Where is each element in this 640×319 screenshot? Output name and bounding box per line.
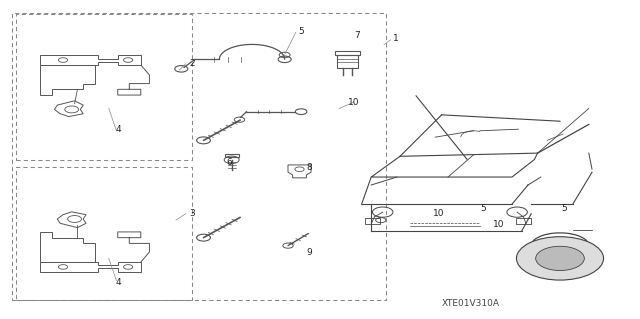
Text: 4: 4 xyxy=(116,125,121,134)
Text: XTE01V310A: XTE01V310A xyxy=(442,299,500,308)
Text: 10: 10 xyxy=(433,209,444,218)
Text: 2: 2 xyxy=(189,59,195,68)
Text: 8: 8 xyxy=(307,163,312,172)
Text: 7: 7 xyxy=(355,31,360,40)
Text: 1: 1 xyxy=(393,34,398,43)
Text: 10: 10 xyxy=(493,220,505,229)
Text: 5: 5 xyxy=(562,204,567,213)
Text: 10: 10 xyxy=(348,98,360,107)
Text: 4: 4 xyxy=(116,278,121,287)
Text: 9: 9 xyxy=(307,248,312,256)
Circle shape xyxy=(536,246,584,271)
Text: 6: 6 xyxy=(227,158,232,167)
Text: 5: 5 xyxy=(298,27,303,36)
Text: 5: 5 xyxy=(481,204,486,213)
Circle shape xyxy=(516,237,604,280)
Text: 3: 3 xyxy=(189,209,195,218)
